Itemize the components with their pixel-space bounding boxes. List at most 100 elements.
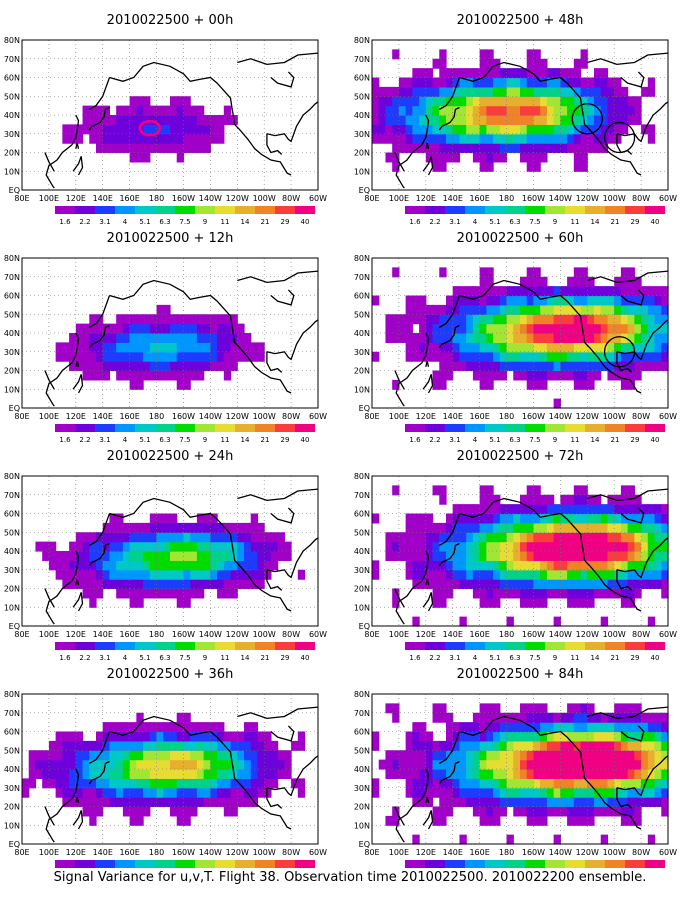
coastline bbox=[425, 796, 430, 803]
field-cell bbox=[203, 569, 211, 580]
field-cell bbox=[230, 342, 238, 353]
field-cell bbox=[230, 797, 238, 808]
x-tick-label: 160E bbox=[119, 412, 139, 421]
field-cell bbox=[297, 731, 306, 742]
field-cell bbox=[634, 504, 642, 515]
field-cell bbox=[647, 513, 656, 524]
coastline bbox=[394, 370, 405, 390]
field-cell bbox=[540, 740, 548, 751]
field-cell bbox=[452, 740, 461, 751]
field-cell bbox=[392, 703, 400, 714]
field-cell bbox=[647, 314, 656, 325]
field-cell bbox=[573, 96, 582, 107]
field-cell bbox=[486, 342, 494, 353]
field-cell bbox=[297, 778, 306, 789]
field-cell bbox=[647, 731, 656, 742]
x-tick-label: 100W bbox=[253, 630, 276, 639]
field-cell bbox=[419, 513, 427, 524]
field-cell bbox=[479, 333, 487, 343]
field-cell bbox=[661, 769, 669, 779]
colorbar-swatch bbox=[215, 642, 235, 650]
field-cell bbox=[513, 588, 521, 599]
field-cell bbox=[513, 143, 521, 154]
field-cell bbox=[459, 86, 467, 97]
field-cell bbox=[244, 778, 252, 789]
coastline bbox=[459, 279, 642, 394]
field-cell bbox=[446, 541, 454, 552]
field-cell bbox=[82, 342, 90, 353]
field-cell bbox=[594, 295, 602, 306]
field-cell bbox=[486, 806, 494, 817]
field-cell bbox=[513, 731, 521, 742]
field-cell bbox=[129, 115, 137, 125]
field-cell bbox=[82, 105, 90, 116]
field-cell bbox=[452, 124, 461, 135]
field-cell bbox=[223, 532, 232, 543]
field-cell bbox=[546, 115, 555, 125]
field-cell bbox=[661, 731, 669, 742]
field-cell bbox=[425, 778, 434, 789]
field-cell bbox=[82, 579, 90, 590]
field-cell bbox=[109, 124, 117, 135]
field-cell bbox=[190, 105, 198, 116]
field-cell bbox=[513, 778, 521, 789]
field-cell bbox=[412, 333, 420, 343]
field-cell bbox=[573, 379, 582, 390]
field-cell bbox=[486, 105, 494, 116]
field-cell bbox=[149, 797, 158, 808]
panel-title: 2010022500 + 12h bbox=[107, 231, 234, 246]
field-cell bbox=[176, 750, 185, 761]
x-tick-label: 80W bbox=[282, 412, 300, 421]
field-cell bbox=[405, 304, 413, 315]
coastline bbox=[270, 507, 295, 524]
field-cell bbox=[230, 560, 238, 571]
field-cell bbox=[109, 722, 117, 733]
field-cell bbox=[627, 115, 635, 125]
field-cell bbox=[459, 68, 467, 79]
colorbar-label: 6.3 bbox=[159, 436, 170, 444]
field-cell bbox=[250, 569, 259, 580]
field-cell bbox=[493, 797, 501, 808]
field-cell bbox=[412, 569, 420, 580]
field-cell bbox=[580, 143, 588, 154]
field-cell bbox=[506, 105, 514, 116]
coastline bbox=[75, 796, 80, 803]
field-cell bbox=[446, 143, 454, 154]
field-cell bbox=[546, 787, 555, 798]
colorbar-swatch bbox=[605, 424, 625, 432]
field-cell bbox=[567, 703, 575, 714]
field-cell bbox=[264, 560, 272, 571]
field-cell bbox=[600, 304, 609, 315]
field-cell bbox=[600, 750, 609, 761]
field-cell bbox=[452, 286, 461, 297]
field-cell bbox=[472, 86, 481, 97]
field-cell bbox=[284, 769, 292, 779]
field-cell bbox=[600, 731, 609, 742]
field-cell bbox=[190, 579, 198, 590]
x-tick-label: 140E bbox=[443, 848, 463, 857]
field-cell bbox=[62, 787, 70, 798]
field-cell bbox=[419, 532, 427, 543]
field-cell bbox=[580, 485, 588, 496]
map-panel: 2010022500 + 12hEQ10N20N30N40N50N60N70N8… bbox=[4, 231, 327, 444]
field-cell bbox=[567, 351, 575, 362]
field-cell bbox=[270, 750, 279, 761]
field-cell bbox=[244, 740, 252, 751]
field-cell bbox=[136, 569, 144, 580]
field-cell bbox=[392, 379, 400, 390]
field-cell bbox=[573, 712, 582, 723]
field-cell bbox=[432, 569, 440, 580]
field-cell bbox=[223, 333, 232, 343]
field-cell bbox=[533, 161, 541, 172]
field-cell bbox=[203, 787, 211, 798]
field-cell bbox=[594, 551, 602, 561]
field-cell bbox=[560, 551, 568, 561]
field-cell bbox=[506, 588, 514, 599]
field-cell bbox=[69, 351, 77, 362]
y-tick-label: 40N bbox=[354, 765, 370, 774]
field-cell bbox=[472, 532, 481, 543]
field-cell bbox=[661, 569, 669, 580]
field-cell bbox=[163, 588, 171, 599]
field-cell bbox=[620, 541, 629, 552]
field-cell bbox=[55, 731, 63, 742]
